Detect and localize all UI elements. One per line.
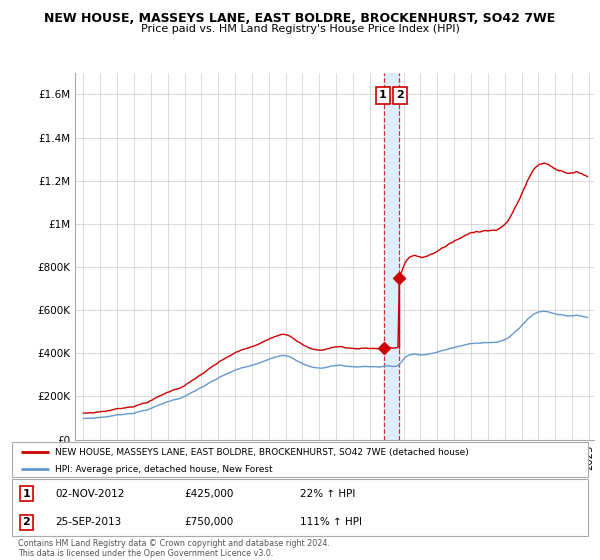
Text: 2: 2 xyxy=(397,91,404,100)
Text: 111% ↑ HPI: 111% ↑ HPI xyxy=(300,517,362,527)
Text: NEW HOUSE, MASSEYS LANE, EAST BOLDRE, BROCKENHURST, SO42 7WE: NEW HOUSE, MASSEYS LANE, EAST BOLDRE, BR… xyxy=(44,12,556,25)
Text: HPI: Average price, detached house, New Forest: HPI: Average price, detached house, New … xyxy=(55,465,273,474)
Text: Contains HM Land Registry data © Crown copyright and database right 2024.
This d: Contains HM Land Registry data © Crown c… xyxy=(18,539,330,558)
Text: 1: 1 xyxy=(22,489,30,498)
Text: 22% ↑ HPI: 22% ↑ HPI xyxy=(300,489,355,498)
Bar xyxy=(384,73,399,440)
Text: Price paid vs. HM Land Registry's House Price Index (HPI): Price paid vs. HM Land Registry's House … xyxy=(140,24,460,34)
Text: £425,000: £425,000 xyxy=(185,489,234,498)
Text: 02-NOV-2012: 02-NOV-2012 xyxy=(55,489,125,498)
Text: 2: 2 xyxy=(22,517,30,527)
Text: £750,000: £750,000 xyxy=(185,517,234,527)
Text: 1: 1 xyxy=(379,91,386,100)
Text: 25-SEP-2013: 25-SEP-2013 xyxy=(55,517,121,527)
Text: NEW HOUSE, MASSEYS LANE, EAST BOLDRE, BROCKENHURST, SO42 7WE (detached house): NEW HOUSE, MASSEYS LANE, EAST BOLDRE, BR… xyxy=(55,447,469,456)
